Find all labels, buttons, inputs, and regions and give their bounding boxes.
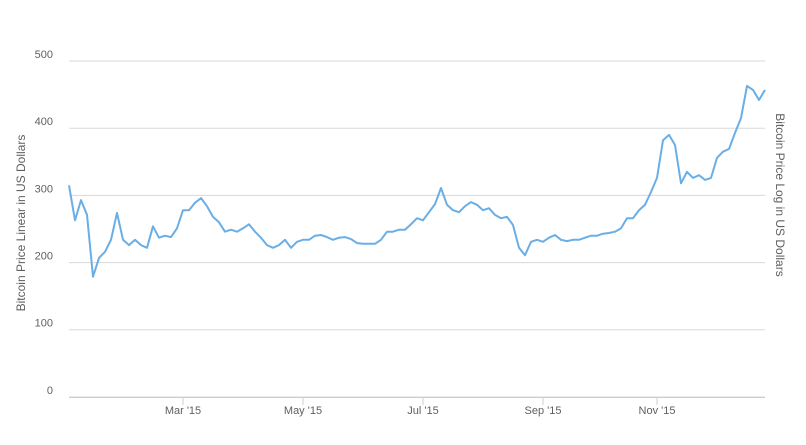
x-tick-label: May '15 <box>284 405 322 417</box>
x-tick-label: Nov '15 <box>639 405 676 417</box>
x-tick-label: Sep '15 <box>525 405 562 417</box>
x-tick-label: Jul '15 <box>407 405 438 417</box>
y-tick-label: 0 <box>47 385 53 397</box>
y-tick-label: 400 <box>35 116 53 128</box>
y-tick-label: 100 <box>35 318 53 330</box>
price-line <box>68 84 766 278</box>
y-tick-label: 200 <box>35 251 53 263</box>
x-tick-label: Mar '15 <box>165 405 201 417</box>
y-axis-title: Bitcoin Price Linear in US Dollars <box>14 135 28 312</box>
y-tick-label: 500 <box>35 49 53 61</box>
y-tick-label: 300 <box>35 183 53 195</box>
y2-axis-title: Bitcoin Price Log in US Dollars <box>773 113 787 276</box>
